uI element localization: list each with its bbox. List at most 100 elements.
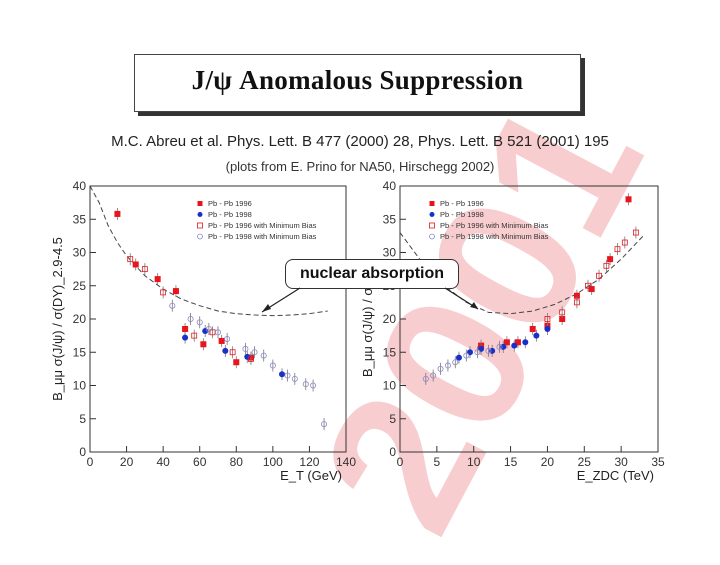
legend-marker (197, 233, 203, 240)
data-point (573, 292, 580, 299)
data-point (625, 196, 632, 203)
x-axis-label: E_ZDC (TeV) (577, 468, 654, 483)
data-point (214, 329, 221, 336)
citation: M.C. Abreu et al. Phys. Lett. B 477 (200… (111, 133, 609, 150)
x-tick-label: 35 (651, 455, 665, 469)
data-point (614, 246, 621, 253)
x-tick-label: 25 (578, 455, 592, 469)
x-tick-label: 10 (467, 455, 481, 469)
data-point (529, 325, 536, 332)
nuclear-absorption-callout: nuclear absorption (285, 259, 459, 289)
data-point (141, 266, 148, 273)
data-point (310, 382, 317, 389)
absorption-curve (399, 232, 644, 315)
data-point (284, 372, 291, 379)
data-point (559, 316, 566, 322)
data-point (430, 372, 437, 379)
callout-arrows (261, 287, 479, 313)
arrowhead-right (470, 302, 478, 309)
x-tick-label: 20 (120, 455, 134, 469)
y-axis-label: B_μμ σ(J/ψ) / σ(DY)_2.9-4.5 (50, 237, 65, 401)
data-point (172, 288, 179, 295)
y-axis-label: B_μμ σ(J/ψ) / σ(DY) (360, 261, 375, 377)
data-point (437, 365, 444, 372)
data-point (196, 319, 203, 326)
data-point (485, 347, 492, 354)
page-title: J/ψ Anomalous Suppression (191, 65, 524, 95)
data-point (154, 276, 161, 283)
data-point (603, 262, 610, 269)
y-tick-label: 15 (383, 345, 397, 359)
x-tick-label: 60 (193, 455, 207, 469)
data-point (182, 325, 189, 332)
x-tick-label: 0 (87, 455, 94, 469)
legend-label: Pb - Pb 1998 (208, 210, 252, 219)
data-point (269, 362, 276, 369)
data-point (444, 362, 451, 369)
legend-label: Pb - Pb 1996 (440, 199, 484, 208)
data-point (496, 343, 503, 350)
legend-marker (197, 222, 203, 229)
data-point (585, 282, 591, 289)
data-point (607, 256, 614, 263)
y-tick-label: 40 (73, 179, 87, 193)
x-tick-label: 80 (230, 455, 244, 469)
legend-marker (197, 201, 203, 206)
data-point (229, 349, 236, 356)
y-tick-label: 20 (73, 312, 87, 326)
legend-marker (429, 233, 435, 240)
y-tick-label: 20 (383, 312, 397, 326)
x-tick-label: 15 (504, 455, 518, 469)
legend-label: Pb - Pb 1996 with Minimum Bias (440, 221, 549, 230)
data-point (160, 289, 167, 296)
x-tick-label: 0 (397, 455, 404, 469)
data-point (533, 332, 540, 339)
x-tick-label: 100 (263, 455, 283, 469)
data-point (463, 352, 470, 359)
data-point (205, 325, 212, 332)
data-point (182, 334, 189, 341)
x-tick-label: 20 (541, 455, 555, 469)
title-box: J/ψ Anomalous Suppression (134, 54, 581, 112)
data-point (455, 354, 462, 361)
y-tick-label: 10 (73, 379, 87, 393)
data-point (248, 355, 254, 362)
data-point (291, 375, 298, 382)
data-point (187, 315, 194, 322)
data-point (218, 337, 225, 344)
y-tick-label: 30 (73, 246, 87, 260)
x-tick-label: 40 (156, 455, 170, 469)
data-point (251, 349, 258, 356)
y-tick-label: 5 (389, 412, 396, 426)
data-point (260, 352, 267, 359)
data-point (169, 302, 176, 309)
data-point (588, 286, 595, 293)
absorption-curve (89, 185, 328, 317)
data-point (544, 316, 551, 322)
data-point (544, 325, 551, 332)
data-point (222, 347, 229, 354)
y-tick-label: 15 (73, 345, 87, 359)
data-point (191, 332, 198, 339)
data-point (559, 309, 566, 316)
data-point (632, 229, 639, 236)
legend-label: Pb - Pb 1998 with Minimum Bias (440, 232, 549, 241)
legend-label: Pb - Pb 1996 with Minimum Bias (208, 221, 317, 230)
y-tick-label: 5 (79, 412, 86, 426)
y-tick-label: 25 (73, 279, 87, 293)
data-point (511, 342, 518, 349)
data-point (422, 375, 429, 382)
data-point (127, 256, 134, 263)
x-tick-label: 30 (614, 455, 628, 469)
legend-marker (197, 212, 203, 217)
y-tick-label: 30 (383, 246, 397, 260)
data-point (621, 239, 628, 246)
legend-label: Pb - Pb 1996 (208, 199, 252, 208)
subcitation: (plots from E. Prino for NA50, Hirschegg… (225, 159, 495, 174)
data-point (233, 359, 240, 366)
y-tick-label: 10 (383, 379, 397, 393)
data-point (224, 335, 231, 342)
y-tick-label: 40 (383, 179, 397, 193)
data-point (202, 327, 209, 334)
